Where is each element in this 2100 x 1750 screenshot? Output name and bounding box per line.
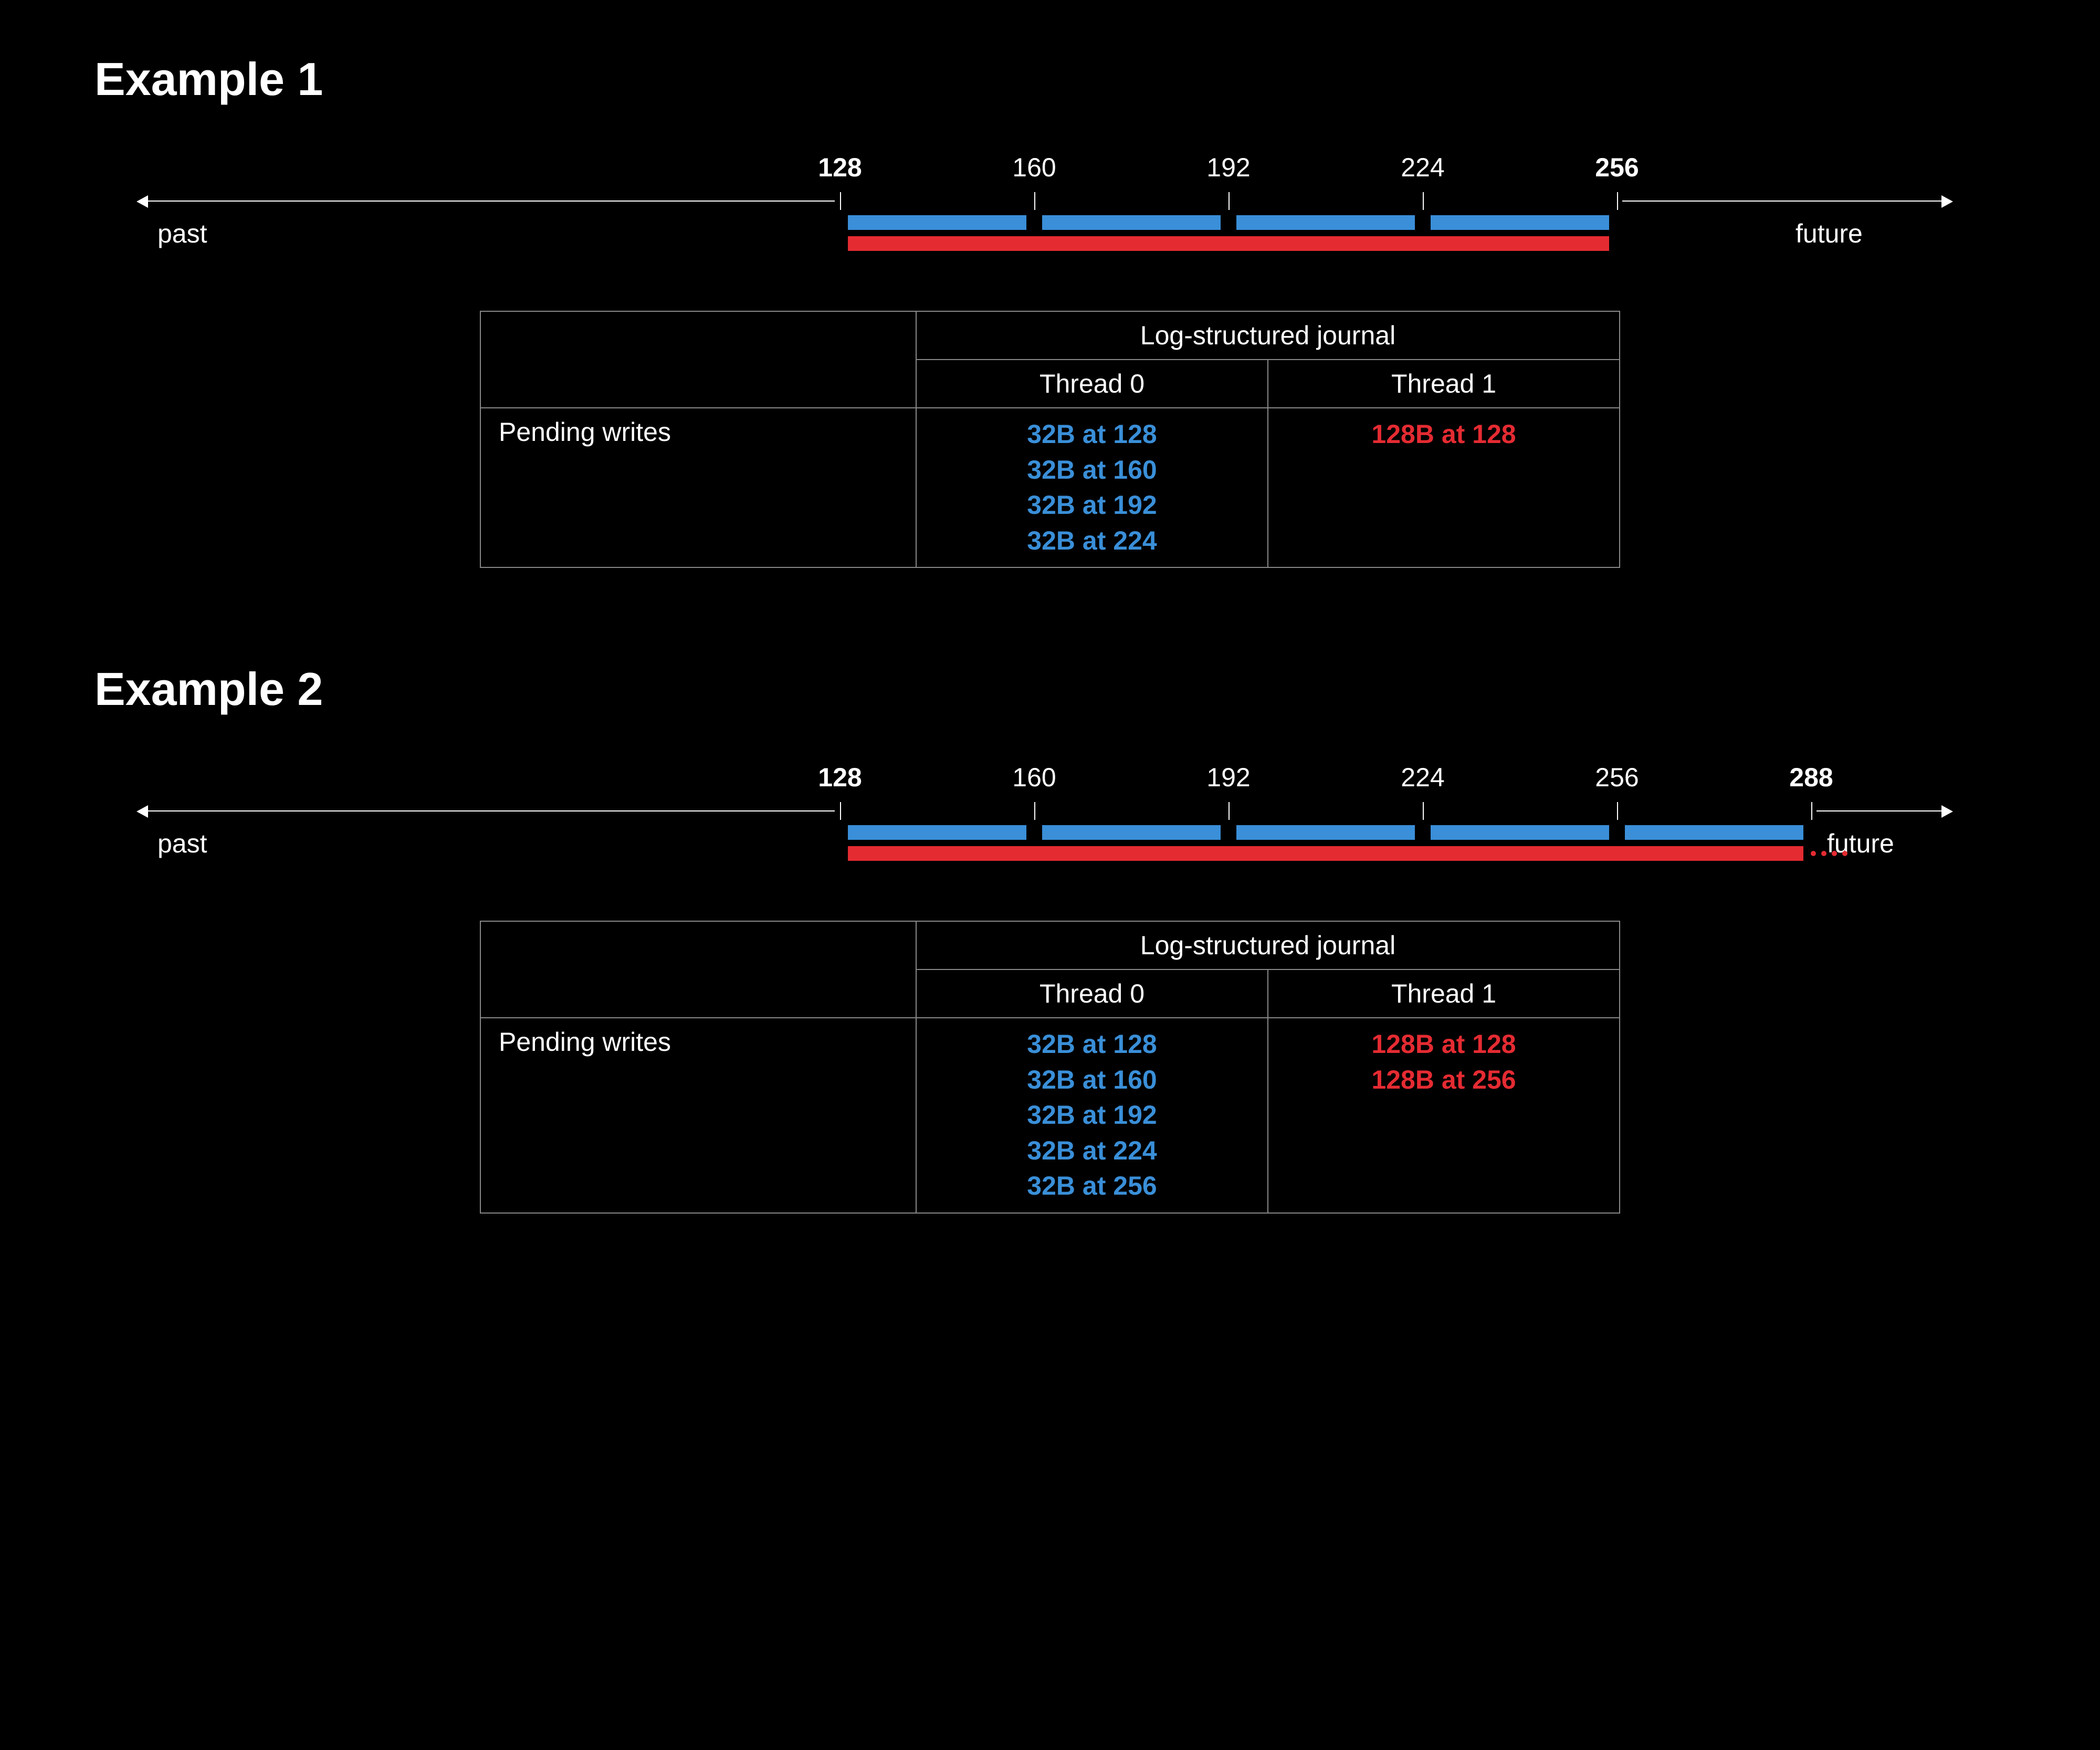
thread-lane <box>94 236 2006 251</box>
tick-label: 288 <box>1789 762 1833 793</box>
write-segment <box>1431 825 1609 840</box>
pending-write: 32B at 160 <box>934 1062 1250 1098</box>
section-title: Example 2 <box>94 662 2006 716</box>
tick-label: 160 <box>1012 762 1056 793</box>
block-list: 128B at 128 <box>1286 417 1601 452</box>
thread1-cell: 128B at 128128B at 256 <box>1268 1018 1620 1213</box>
col-thread0: Thread 0 <box>916 360 1268 408</box>
axis-line-left <box>148 810 835 811</box>
axis-line-right <box>1622 201 1941 202</box>
dot-icon <box>1832 851 1837 856</box>
write-segment <box>1625 825 1803 840</box>
thread0-cell: 32B at 12832B at 16032B at 19232B at 224… <box>916 1018 1268 1213</box>
tick <box>1423 802 1424 820</box>
write-segment <box>1236 215 1415 230</box>
write-segment <box>1042 215 1221 230</box>
table-corner <box>480 311 916 408</box>
tick-label: 224 <box>1401 152 1444 183</box>
write-segment <box>848 846 1803 861</box>
thread1-cell: 128B at 128 <box>1268 408 1620 567</box>
tick <box>840 192 841 210</box>
timeline: pastfuture128160192224256288 <box>94 753 2006 889</box>
col-thread0: Thread 0 <box>916 969 1268 1018</box>
tick <box>1034 192 1035 210</box>
arrowhead-right-icon <box>1941 195 1953 208</box>
table-header: Log-structured journal <box>916 921 1620 969</box>
write-segment <box>848 215 1026 230</box>
pending-write: 32B at 256 <box>934 1168 1250 1204</box>
pending-write: 32B at 192 <box>934 488 1250 523</box>
block-list: 128B at 128128B at 256 <box>1286 1027 1601 1098</box>
pending-write: 32B at 224 <box>934 523 1250 559</box>
pending-write: 32B at 128 <box>934 1027 1250 1062</box>
tick <box>1228 802 1230 820</box>
arrowhead-right-icon <box>1941 805 1953 818</box>
axis-line-right <box>1816 810 1941 811</box>
table-header: Log-structured journal <box>916 311 1620 360</box>
tick <box>1423 192 1424 210</box>
thread-lane <box>94 215 2006 230</box>
pending-write: 32B at 224 <box>934 1133 1250 1169</box>
col-thread1: Thread 1 <box>1268 360 1620 408</box>
journal-table: Log-structured journalThread 0Thread 1 Pe… <box>480 311 1620 568</box>
journal-table-wrap: Log-structured journalThread 0Thread 1 Pe… <box>94 921 2006 1214</box>
tick <box>840 802 841 820</box>
tick-label: 256 <box>1595 762 1639 793</box>
tick-label: 192 <box>1206 762 1250 793</box>
tick-label: 256 <box>1595 152 1639 183</box>
pending-write: 128B at 256 <box>1286 1062 1601 1098</box>
tick-label: 128 <box>818 152 862 183</box>
journal-table: Log-structured journalThread 0Thread 1 Pe… <box>480 921 1620 1214</box>
pending-write: 128B at 128 <box>1286 1027 1601 1062</box>
block-list: 32B at 12832B at 16032B at 19232B at 224… <box>934 1027 1250 1204</box>
table-corner <box>480 921 916 1018</box>
write-segment <box>1042 825 1221 840</box>
timeline: pastfuture128160192224256 <box>94 143 2006 279</box>
block-list: 32B at 12832B at 16032B at 19232B at 224 <box>934 417 1250 558</box>
pending-write: 32B at 192 <box>934 1098 1250 1133</box>
thread0-cell: 32B at 12832B at 16032B at 19232B at 224 <box>916 408 1268 567</box>
journal-table-wrap: Log-structured journalThread 0Thread 1 Pe… <box>94 311 2006 568</box>
pending-write: 32B at 160 <box>934 452 1250 488</box>
thread-lane <box>94 846 2006 861</box>
tick-label: 160 <box>1012 152 1056 183</box>
dot-icon <box>1821 851 1826 856</box>
tick <box>1228 192 1230 210</box>
row-head: Pending writes <box>480 408 916 567</box>
dot-icon <box>1842 851 1847 856</box>
example-section: Example 1pastfuture128160192224256Log-st… <box>94 52 2006 568</box>
pending-write: 32B at 128 <box>934 417 1250 452</box>
thread-lane <box>94 825 2006 840</box>
continuation-dots-icon <box>1811 846 1847 861</box>
tick <box>1811 802 1812 820</box>
tick <box>1617 192 1618 210</box>
tick <box>1034 802 1035 820</box>
write-segment <box>848 236 1609 251</box>
tick-label: 192 <box>1206 152 1250 183</box>
col-thread1: Thread 1 <box>1268 969 1620 1018</box>
arrowhead-left-icon <box>136 195 148 208</box>
write-segment <box>1236 825 1415 840</box>
tick-label: 224 <box>1401 762 1444 793</box>
axis-line-left <box>148 201 835 202</box>
example-section: Example 2pastfuture128160192224256288Log… <box>94 662 2006 1214</box>
tick-label: 128 <box>818 762 862 793</box>
write-segment <box>1431 215 1609 230</box>
row-head: Pending writes <box>480 1018 916 1213</box>
dot-icon <box>1811 851 1816 856</box>
tick <box>1617 802 1618 820</box>
arrowhead-left-icon <box>136 805 148 818</box>
write-segment <box>848 825 1026 840</box>
section-title: Example 1 <box>94 52 2006 106</box>
pending-write: 128B at 128 <box>1286 417 1601 452</box>
